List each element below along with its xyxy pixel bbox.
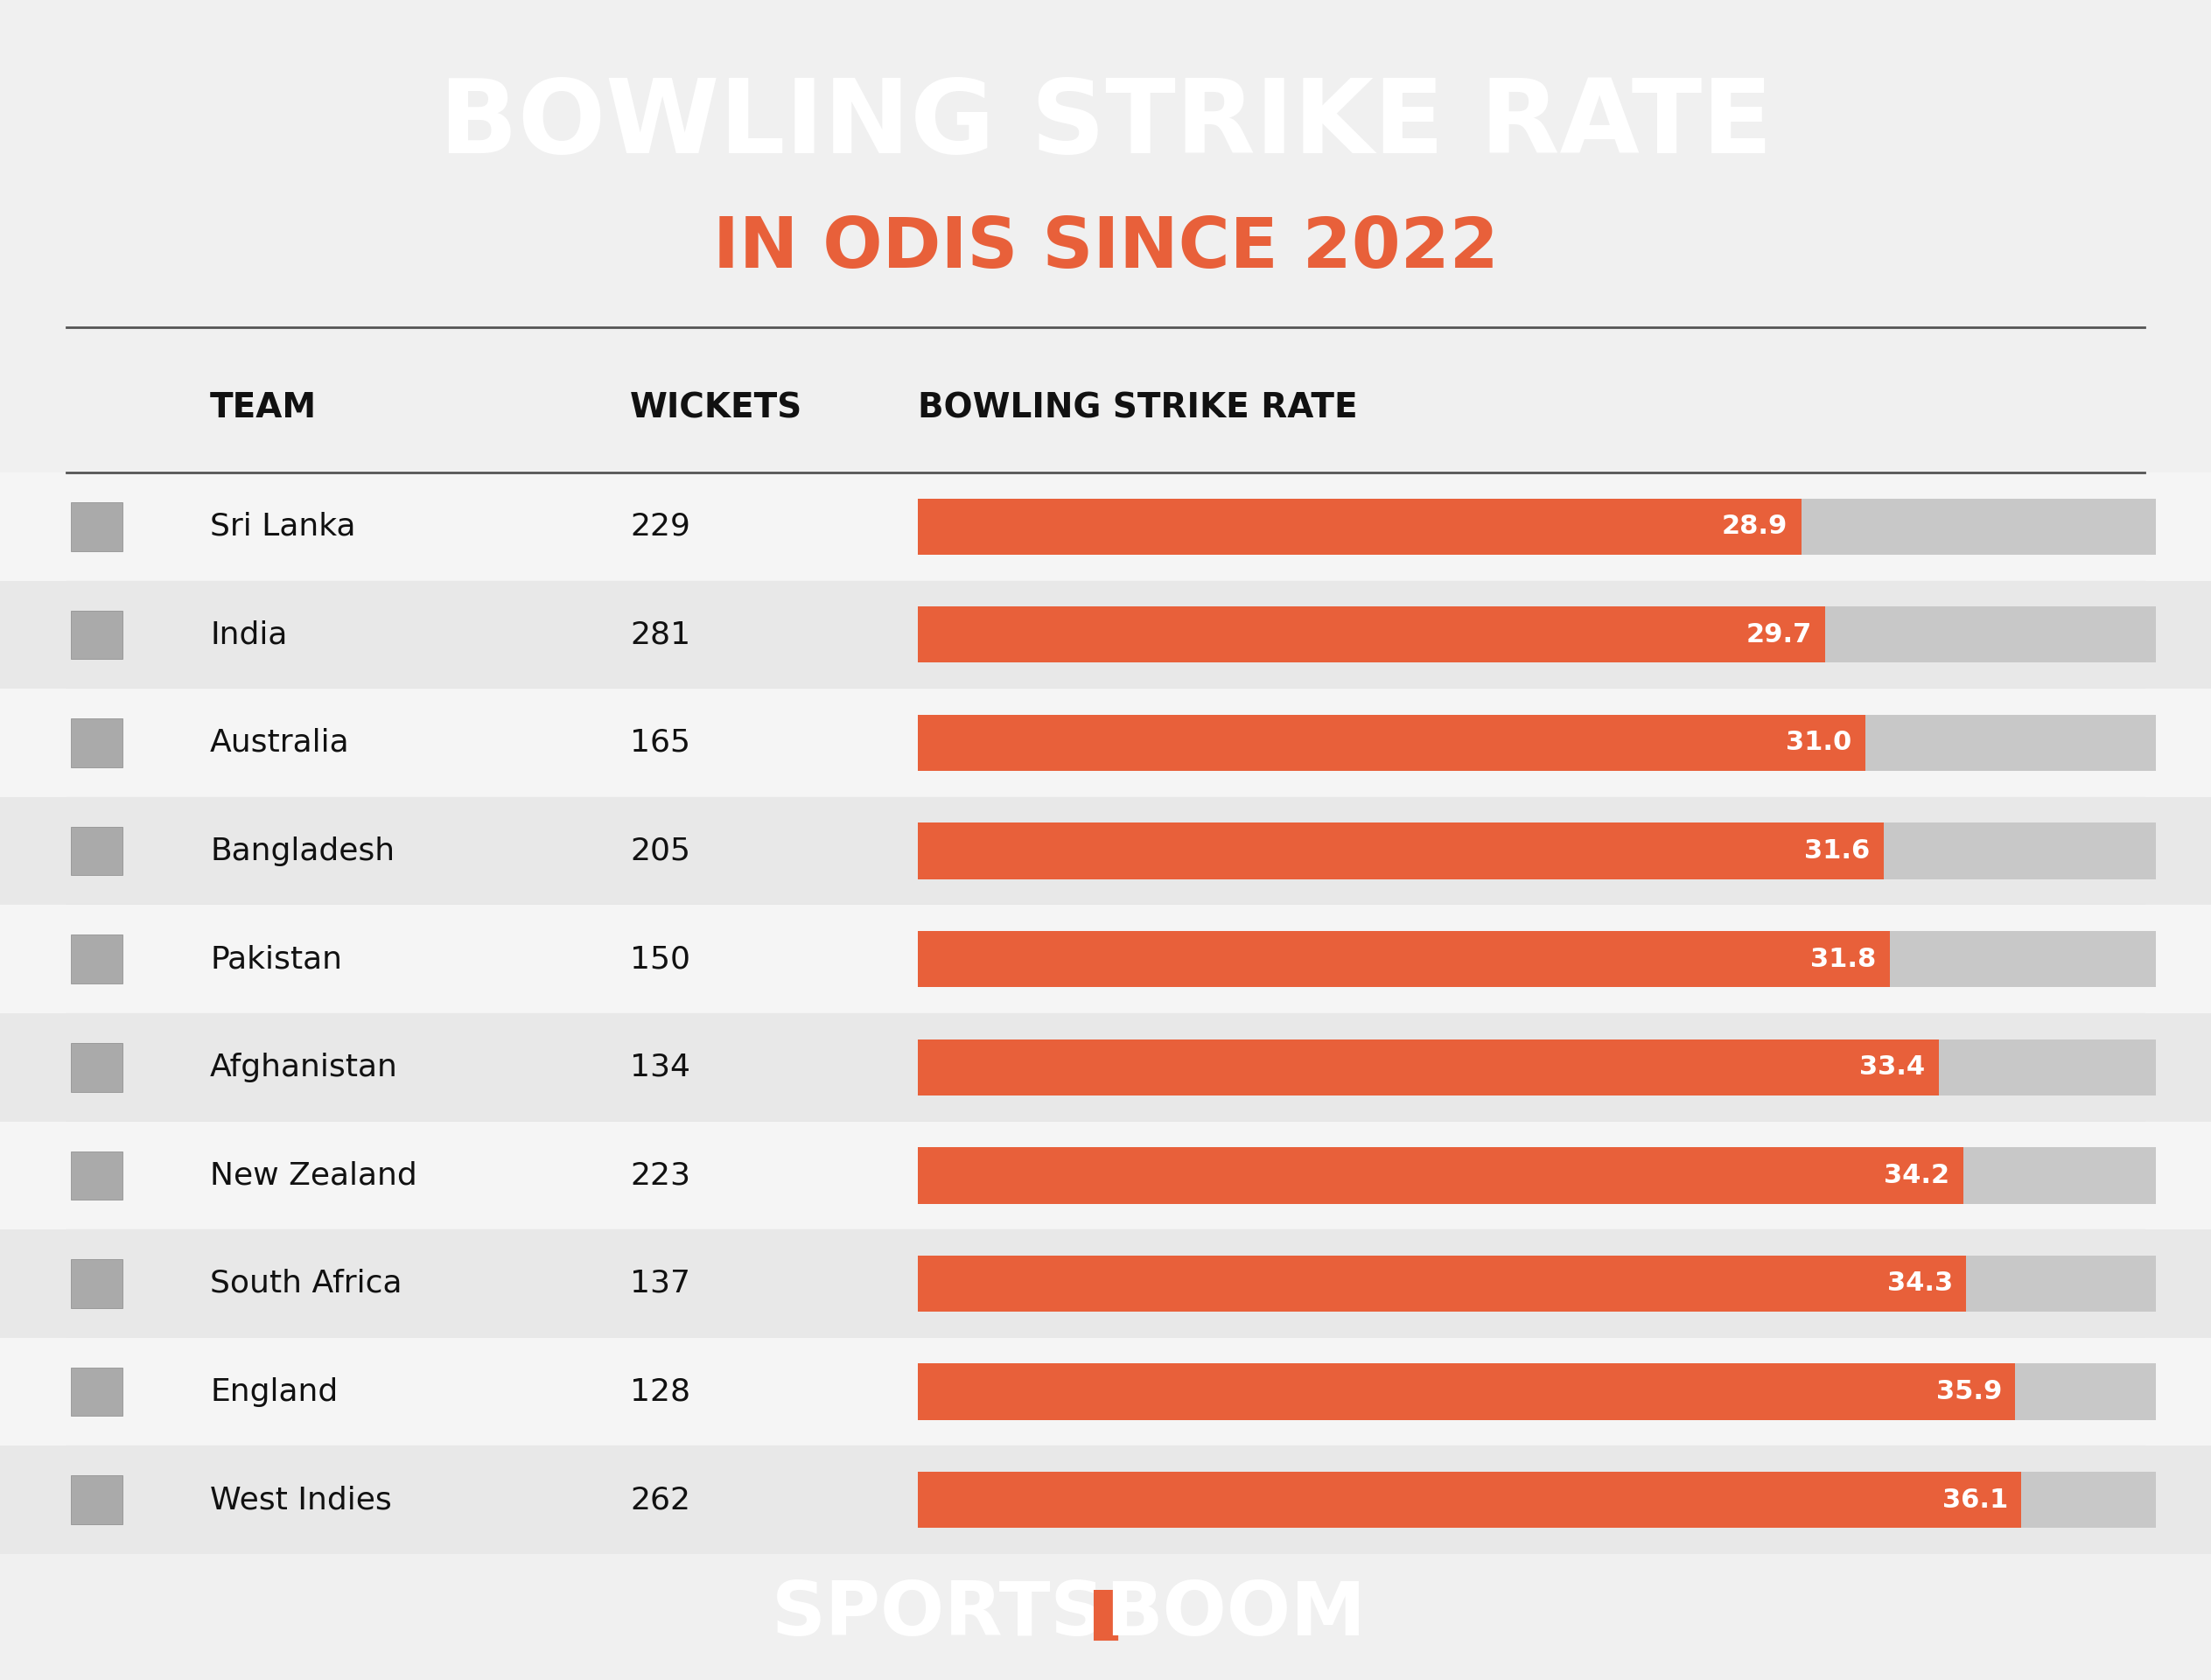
Text: 229: 229 xyxy=(630,512,690,541)
Bar xyxy=(71,502,122,551)
Bar xyxy=(918,1040,1939,1095)
Bar xyxy=(918,931,2156,988)
Bar xyxy=(918,931,1890,988)
Text: 29.7: 29.7 xyxy=(1747,622,1813,647)
Text: 128: 128 xyxy=(630,1378,690,1406)
Bar xyxy=(918,606,2156,664)
Bar xyxy=(71,1151,122,1200)
Text: Australia: Australia xyxy=(210,727,349,758)
Bar xyxy=(0,689,2211,796)
Text: 150: 150 xyxy=(630,944,690,974)
Text: 34.2: 34.2 xyxy=(1884,1163,1950,1188)
Bar xyxy=(918,606,1826,664)
Bar xyxy=(0,1013,2211,1121)
Text: 223: 223 xyxy=(630,1161,690,1191)
Text: 165: 165 xyxy=(630,727,690,758)
Bar xyxy=(71,827,122,875)
Text: Sri Lanka: Sri Lanka xyxy=(210,512,356,541)
Bar xyxy=(0,1446,2211,1554)
Bar xyxy=(0,1230,2211,1337)
Bar xyxy=(918,714,1866,771)
Bar xyxy=(918,1364,2014,1420)
Text: 281: 281 xyxy=(630,620,690,650)
Bar xyxy=(0,906,2211,1013)
Text: 33.4: 33.4 xyxy=(1859,1055,1926,1080)
Bar xyxy=(918,1472,2156,1529)
Text: Pakistan: Pakistan xyxy=(210,944,343,974)
Bar xyxy=(71,1368,122,1416)
Bar xyxy=(918,823,1884,879)
Text: New Zealand: New Zealand xyxy=(210,1161,418,1191)
Text: England: England xyxy=(210,1378,338,1406)
Text: 134: 134 xyxy=(630,1052,690,1082)
Text: IN ODIS SINCE 2022: IN ODIS SINCE 2022 xyxy=(712,215,1499,282)
Text: India: India xyxy=(210,620,287,650)
Bar xyxy=(918,1255,2156,1312)
Bar xyxy=(71,1260,122,1309)
Text: BOOM: BOOM xyxy=(1106,1578,1366,1651)
Text: 28.9: 28.9 xyxy=(1722,514,1789,539)
Bar xyxy=(918,1255,1966,1312)
Text: 31.8: 31.8 xyxy=(1811,946,1877,971)
Text: West Indies: West Indies xyxy=(210,1485,391,1515)
Text: South Africa: South Africa xyxy=(210,1268,402,1299)
Text: Bangladesh: Bangladesh xyxy=(210,837,396,865)
Text: TEAM: TEAM xyxy=(210,391,316,425)
Bar xyxy=(0,581,2211,689)
Bar xyxy=(918,823,2156,879)
Text: BOWLING STRIKE RATE: BOWLING STRIKE RATE xyxy=(918,391,1358,425)
Bar xyxy=(918,1147,1963,1203)
Bar xyxy=(71,934,122,983)
Bar xyxy=(71,1475,122,1524)
Text: WICKETS: WICKETS xyxy=(630,391,803,425)
Bar xyxy=(918,1147,2156,1203)
Text: 205: 205 xyxy=(630,837,690,865)
Text: BOWLING STRIKE RATE: BOWLING STRIKE RATE xyxy=(438,74,1773,175)
Text: Afghanistan: Afghanistan xyxy=(210,1052,398,1082)
Text: 31.0: 31.0 xyxy=(1786,731,1853,756)
Text: SPORTS: SPORTS xyxy=(772,1578,1106,1651)
Text: 137: 137 xyxy=(630,1268,690,1299)
Bar xyxy=(918,714,2156,771)
Text: ▮: ▮ xyxy=(1088,1583,1123,1646)
Text: 35.9: 35.9 xyxy=(1937,1379,2001,1404)
Text: 31.6: 31.6 xyxy=(1804,838,1871,864)
Bar xyxy=(0,796,2211,906)
Bar xyxy=(71,719,122,768)
Bar xyxy=(0,1121,2211,1230)
Text: 36.1: 36.1 xyxy=(1941,1487,2008,1512)
Text: 262: 262 xyxy=(630,1485,690,1515)
Bar xyxy=(0,1337,2211,1446)
Bar xyxy=(918,1040,2156,1095)
Bar xyxy=(918,499,2156,554)
Text: 34.3: 34.3 xyxy=(1888,1270,1952,1297)
Bar xyxy=(918,1472,2021,1529)
Bar xyxy=(0,472,2211,581)
Bar xyxy=(71,1043,122,1092)
Bar xyxy=(918,499,1802,554)
Bar xyxy=(71,610,122,659)
Bar xyxy=(918,1364,2156,1420)
